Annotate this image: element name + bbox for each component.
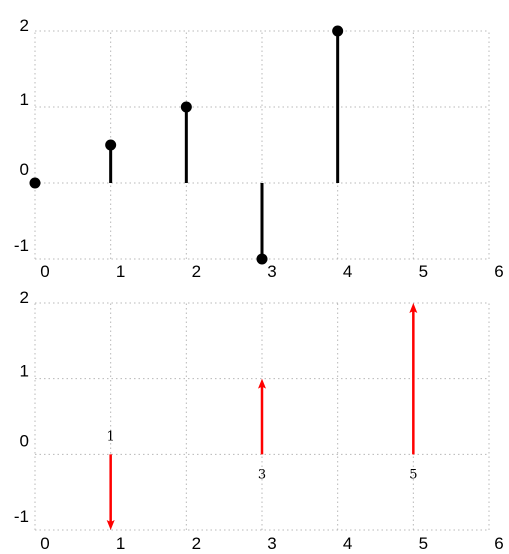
y-tick-label: 2 [20, 16, 29, 35]
stem-marker [180, 101, 192, 113]
y-tick-label: 0 [20, 160, 29, 179]
impulse-label: 1 [107, 429, 115, 444]
x-tick-label: 6 [494, 534, 503, 553]
y-tick-label: -1 [14, 507, 29, 526]
y-tick-label: 1 [20, 362, 29, 381]
x-tick-label: 0 [40, 534, 49, 553]
x-tick-label: 0 [40, 262, 49, 281]
impulse-label: 3 [258, 467, 266, 482]
y-tick-label: -1 [14, 236, 29, 255]
x-tick-label: 2 [192, 534, 201, 553]
x-tick-label: 2 [192, 262, 201, 281]
stem-marker [105, 139, 117, 151]
x-tick-label: 6 [494, 262, 503, 281]
impulse-arrowhead [106, 520, 115, 530]
y-tick-label: 0 [20, 431, 29, 450]
y-tick-label: 1 [20, 90, 29, 109]
y-tick-label: 2 [20, 288, 29, 307]
x-tick-label: 5 [419, 534, 428, 553]
x-tick-label: 4 [343, 262, 352, 281]
impulse-arrowhead [258, 378, 266, 389]
x-tick-label: 3 [267, 534, 276, 553]
stem-marker [332, 25, 344, 37]
impulse-arrowhead [409, 303, 418, 313]
x-tick-label: 1 [116, 534, 125, 553]
x-tick-label: 1 [116, 262, 125, 281]
stem-marker [29, 177, 41, 189]
x-tick-label: 4 [343, 534, 352, 553]
x-tick-label: 3 [267, 262, 276, 281]
x-tick-label: 5 [419, 262, 428, 281]
stem-marker [256, 253, 268, 265]
impulse-plot-panel: 0 1 2 3 4 5 6 -1 0 1 2 1 3 5 [14, 288, 504, 553]
stem-plot-panel: 0 1 2 3 4 5 6 -1 0 1 2 [14, 16, 504, 281]
impulse-label: 5 [409, 467, 417, 482]
